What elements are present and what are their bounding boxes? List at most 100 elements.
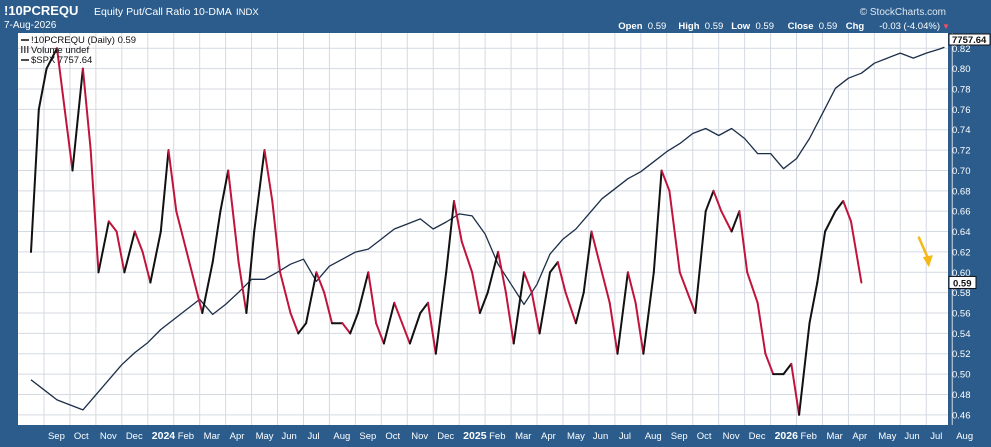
x-tick-label: Apr xyxy=(230,431,245,442)
x-tick-label: Dec xyxy=(749,431,766,442)
x-tick-label: Jul xyxy=(307,431,319,442)
x-tick-label: Aug xyxy=(333,431,350,442)
x-tick-label: Apr xyxy=(852,431,867,442)
pcr-segment xyxy=(816,230,827,284)
pcr-segment xyxy=(616,271,629,355)
chart-exchange: INDX xyxy=(236,7,259,18)
pcr-segment xyxy=(289,312,300,335)
x-tick-label: Sep xyxy=(48,431,65,442)
pcr-segment xyxy=(185,250,196,284)
pcr-segment xyxy=(227,169,240,264)
pcr-segment xyxy=(401,322,411,345)
chg-down-marker: ▼ xyxy=(942,22,950,31)
pcr-segment xyxy=(382,301,396,345)
pcr-segment xyxy=(357,271,370,314)
y-tick-label: 0.60 xyxy=(952,268,971,279)
pcr-segment xyxy=(219,169,230,213)
y-axis: 0.46 0.48 0.50 0.52 0.54 0.56 0.58 0.60 0.62 0.64… xyxy=(948,33,991,421)
pcr-segment xyxy=(193,281,204,314)
pcr-segment xyxy=(790,362,801,416)
pcr-segment xyxy=(652,169,663,274)
pcr-segment xyxy=(738,210,749,274)
ohlc-label-high: High xyxy=(678,21,699,32)
last-price-label: 0.59 xyxy=(953,278,972,289)
pcr-segment xyxy=(730,210,741,233)
legend-marker-bars xyxy=(27,46,29,53)
pcr-segment xyxy=(634,301,645,355)
chart-date: 7-Aug-2026 xyxy=(4,20,57,31)
y-tick-label: 0.78 xyxy=(952,85,971,96)
pcr-segment xyxy=(704,189,715,213)
pcr-segment xyxy=(297,322,308,335)
pcr-segment xyxy=(159,149,170,233)
pcr-segment xyxy=(694,210,707,314)
legend-entry: !10PCREQU (Daily) 0.59 xyxy=(31,35,136,46)
x-tick-label: Sep xyxy=(359,431,376,442)
pcr-segment xyxy=(408,312,422,345)
legend-marker-bars xyxy=(24,46,26,53)
pcr-segment xyxy=(445,200,455,274)
x-tick-label: Oct xyxy=(697,431,712,442)
trend-arrow xyxy=(917,236,933,268)
pcr-segment xyxy=(315,271,326,294)
pcr-segment xyxy=(45,47,58,70)
pcr-segment xyxy=(712,189,723,213)
pcr-segment xyxy=(115,230,126,274)
pcr-segment xyxy=(746,271,759,304)
x-tick-label: Feb xyxy=(178,431,194,442)
grid-lines xyxy=(18,33,953,425)
pcr-segment xyxy=(720,210,733,233)
x-tick-label: May xyxy=(256,431,274,442)
pcr-segment xyxy=(686,291,697,314)
x-tick-label: May xyxy=(878,431,896,442)
pcr-segment xyxy=(486,250,500,294)
chart-description: Equity Put/Call Ratio 10-DMA xyxy=(94,6,232,18)
x-tick-label: Sep xyxy=(671,431,688,442)
pcr-segment xyxy=(97,220,110,274)
chart-symbol: !10PCREQU xyxy=(4,3,78,18)
pcr-segment xyxy=(582,230,593,294)
x-tick-label: Dec xyxy=(437,431,454,442)
pcr-segment xyxy=(323,291,333,325)
pcr-segment xyxy=(556,261,567,294)
y-tick-label: 0.70 xyxy=(952,166,971,177)
pcr-segment xyxy=(123,230,136,274)
x-axis: Sep Oct Nov Dec 2024 Feb Mar Apr May Jun Jul Aug Sep… xyxy=(48,430,973,442)
pcr-segment xyxy=(453,200,463,243)
ohlc-label-open: Open xyxy=(618,21,642,32)
pcr-segment xyxy=(756,301,767,355)
x-tick-label: Oct xyxy=(74,431,89,442)
x-tick-label: Nov xyxy=(100,431,117,442)
pcr-segment xyxy=(279,271,292,314)
ohlc-value-low: 0.59 xyxy=(756,21,775,32)
pcr-segment xyxy=(237,261,248,314)
pcr-segment xyxy=(504,291,515,345)
pcr-segment xyxy=(30,108,40,253)
x-tick-label: Mar xyxy=(204,431,220,442)
pcr-segment xyxy=(341,322,352,335)
pcr-segment xyxy=(549,261,559,274)
y-tick-label: 0.46 xyxy=(952,410,971,421)
pcr-segment xyxy=(478,291,489,314)
y-tick-label: 0.72 xyxy=(952,146,971,157)
x-tick-label: Oct xyxy=(385,431,400,442)
ohlc-value-chg: -0.03 (-4.04%) xyxy=(879,21,940,32)
spx-price-label: 7757.64 xyxy=(952,35,987,46)
pcr-segment xyxy=(850,220,863,284)
y-tick-label: 0.50 xyxy=(952,370,971,381)
y-tick-label: 0.82 xyxy=(952,44,971,55)
pcr-segment xyxy=(642,271,655,355)
pcr-segment xyxy=(834,200,845,213)
pcr-segment xyxy=(89,149,100,274)
arrow-shaft xyxy=(917,236,931,261)
pcr-segment xyxy=(141,250,152,284)
pcr-series xyxy=(30,47,863,416)
legend-marker-bars xyxy=(21,46,23,53)
y-tick-label: 0.54 xyxy=(952,329,971,340)
x-tick-label: Jun xyxy=(904,431,919,442)
ohlc-value-high: 0.59 xyxy=(705,21,724,32)
x-tick-label: 2026 xyxy=(775,430,799,442)
y-tick-label: 0.74 xyxy=(952,125,971,136)
